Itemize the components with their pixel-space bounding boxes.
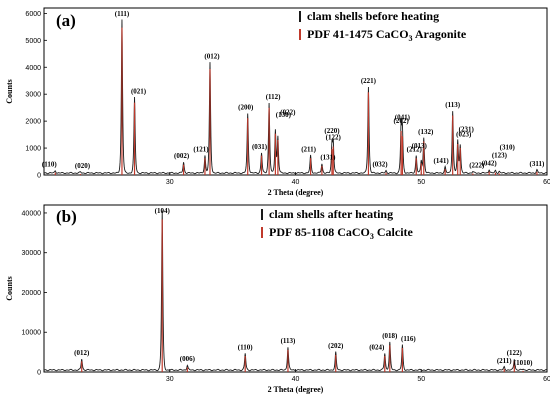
peak-label: (132): [418, 128, 434, 136]
peak-label: (211): [301, 145, 316, 153]
x-tick-label: 40: [292, 179, 300, 186]
peak-label: (042): [482, 159, 498, 167]
peak-label: (110): [238, 343, 253, 351]
legend-entry: PDF 41-1475 CaCO3 Aragonite: [307, 27, 467, 43]
y-tick-label: 3000: [25, 92, 41, 99]
x-tick-label: 50: [417, 376, 425, 383]
peak-label: (121): [193, 145, 209, 153]
peak-label: (130): [276, 111, 292, 119]
y-tick-label: 0: [37, 370, 41, 377]
peak-label: (110): [42, 161, 57, 169]
peak-label: (031): [252, 143, 268, 151]
x-tick-label: 40: [292, 376, 300, 383]
y-tick-label: 40000: [22, 210, 42, 217]
x-tick-label: 30: [166, 179, 174, 186]
legend-entry: clam shells after heating: [269, 207, 393, 221]
peak-label: (212): [407, 145, 423, 153]
y-axis-label: Counts: [5, 276, 14, 300]
y-tick-label: 2000: [25, 119, 41, 126]
peak-label: (116): [401, 335, 416, 343]
y-tick-label: 30000: [22, 250, 42, 257]
peak-label: (202): [394, 117, 410, 125]
peak-label: (020): [75, 162, 91, 170]
peak-label: (221): [361, 77, 377, 85]
peak-label: (023): [456, 131, 472, 139]
peak-label: (024): [369, 343, 385, 351]
y-tick-label: 4000: [25, 65, 41, 72]
y-axis-label: Counts: [5, 79, 14, 103]
peak-label: (111): [115, 10, 130, 18]
panel-a: 0 1000 2000 3000 4000 5000 6000 30 40 50 60 2 Theta…: [5, 7, 550, 197]
peak-label: (113): [281, 337, 296, 345]
x-tick-label: 60: [543, 376, 550, 383]
peak-label: (002): [174, 152, 190, 160]
y-tick-label: 1000: [25, 146, 41, 153]
peak-label: (211): [497, 357, 512, 365]
peak-label: (141): [434, 157, 450, 165]
peak-label: (006): [180, 355, 196, 363]
peak-label: (122): [507, 349, 523, 357]
y-tick-label: 20000: [22, 290, 42, 297]
peak-label: (032): [372, 161, 388, 169]
y-tick-label: 5000: [25, 38, 41, 45]
peak-label: (311): [530, 160, 545, 168]
peak-label: (013): [412, 142, 428, 150]
peak-label: (041): [395, 114, 411, 122]
peak-label: (104): [155, 207, 171, 215]
x-axis-label: 2 Theta (degree): [268, 385, 324, 394]
peak-label: (123): [492, 152, 508, 160]
peak-label: (131): [320, 154, 336, 162]
plot-frame: [43, 7, 548, 176]
legend-entry: PDF 85-1108 CaCO3 Calcite: [269, 225, 414, 241]
y-tick-label: 10000: [22, 330, 42, 337]
peak-label: (021): [131, 88, 147, 96]
peak-label: (012): [74, 349, 90, 357]
peak-label: (200): [238, 104, 254, 112]
panel-label: (b): [56, 207, 77, 226]
peak-label: (220): [324, 127, 340, 135]
peak-label: (112): [266, 93, 281, 101]
peak-label: (231): [459, 126, 475, 134]
peak-label: (012): [204, 53, 220, 61]
x-tick-label: 60: [543, 179, 550, 186]
peak-label: (222): [469, 161, 485, 169]
y-tick-label: 0: [37, 173, 41, 180]
x-tick-label: 50: [417, 179, 425, 186]
peak-label: (310): [500, 143, 516, 151]
peak-label: (022): [280, 109, 296, 117]
x-axis-label: 2 Theta (degree): [268, 188, 324, 197]
measured-trace: [43, 210, 548, 372]
panel-b: 0 10000 20000 30000 40000 30 40 50 60 2 Theta (de…: [5, 204, 550, 394]
peak-label: (1010): [514, 359, 533, 367]
legend-entry: clam shells before heating: [307, 9, 439, 23]
peak-label: (113): [445, 101, 460, 109]
measured-trace: [43, 19, 548, 175]
peak-label: (202): [328, 342, 344, 350]
x-tick-label: 30: [166, 376, 174, 383]
panel-label: (a): [56, 11, 76, 30]
y-tick-label: 6000: [25, 11, 41, 18]
peak-label: (122): [326, 133, 342, 141]
peak-label: (018): [382, 332, 398, 340]
